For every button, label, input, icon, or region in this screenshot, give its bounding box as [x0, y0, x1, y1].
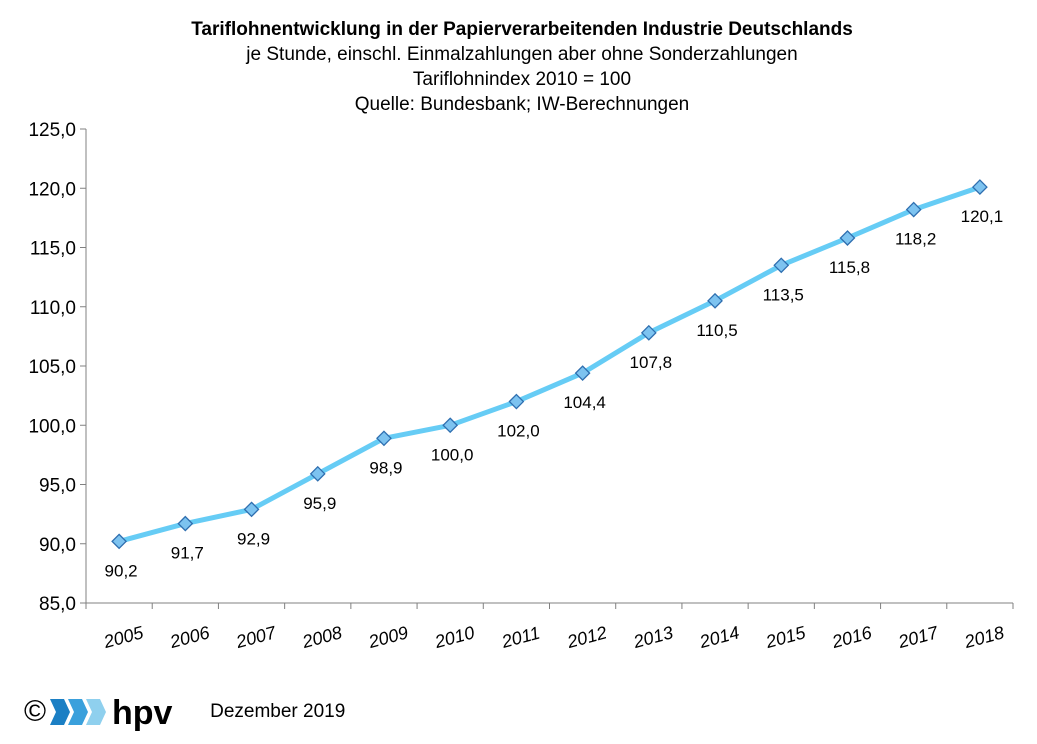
x-tick-label: 2013 [630, 622, 675, 652]
x-tick-label: 2008 [299, 622, 344, 652]
data-label-2014: 110,5 [696, 321, 737, 340]
data-labels: 90,2 91,7 92,9 95,9 98,9 100,0 102,0 104,4 107,8… [105, 207, 1004, 580]
y-tick-label: 90,0 [39, 535, 76, 556]
chart-subtitle-1: je Stunde, einschl. Einmalzahlungen aber… [245, 44, 797, 65]
data-point-2009 [376, 430, 392, 447]
data-point-2011 [508, 393, 525, 410]
data-label-2018: 120,1 [961, 207, 1004, 226]
data-label-2006: 91,7 [171, 544, 204, 563]
y-tick-label: 110,0 [30, 298, 76, 319]
data-point-2006 [177, 515, 194, 532]
series-line [111, 179, 988, 550]
data-point-2013 [640, 324, 657, 341]
y-tick-label: 115,0 [30, 239, 76, 260]
y-tick-label: 125,0 [28, 120, 76, 141]
x-tick-label: 2012 [564, 622, 609, 652]
series-path [116, 184, 983, 544]
data-label-2009: 98,9 [369, 458, 402, 477]
x-axis: 2005 2006 2007 2008 2009 2010 2011 2012 2013 2014… [85, 602, 1014, 653]
data-point-2008 [309, 465, 326, 482]
footer: © hpv Dezember 2019 [24, 690, 345, 734]
data-point-2005 [111, 533, 128, 550]
x-tick-label: 2017 [895, 622, 941, 652]
x-tick-label: 2016 [829, 622, 875, 652]
data-label-2012: 104,4 [563, 393, 606, 412]
chart-title: Tariflohnentwicklung in der Papierverarb… [191, 19, 853, 40]
data-label-2005: 90,2 [105, 561, 138, 580]
y-tick-label: 95,0 [39, 476, 76, 497]
footer-date: Dezember 2019 [210, 701, 346, 722]
x-tick-label: 2006 [167, 622, 213, 652]
x-tick-label: 2009 [366, 622, 411, 652]
data-point-2007 [243, 501, 260, 518]
x-tick-label: 2010 [432, 622, 477, 652]
x-tick-label: 2005 [101, 622, 147, 652]
y-tick-label: 120,0 [28, 179, 76, 200]
data-point-2018 [971, 179, 988, 195]
data-point-2012 [574, 365, 591, 382]
data-label-2011: 102,0 [497, 422, 540, 441]
data-point-2017 [905, 201, 922, 218]
chart-subtitle-3: Quelle: Bundesbank; IW-Berechnungen [355, 94, 689, 115]
data-label-2007: 92,9 [237, 529, 270, 548]
logo-chevrons-icon [50, 699, 107, 725]
data-label-2013: 107,8 [630, 353, 673, 372]
y-tick-label: 100,0 [28, 416, 76, 437]
data-point-2015 [773, 257, 790, 274]
y-tick-label: 85,0 [39, 594, 76, 615]
data-label-2016: 115,8 [829, 258, 870, 277]
logo-text: hpv [112, 694, 173, 731]
data-point-2016 [839, 230, 856, 246]
hpv-logo: hpv [50, 694, 173, 731]
x-tick-label: 2011 [499, 623, 543, 653]
copyright-symbol: © [24, 695, 47, 728]
data-label-2008: 95,9 [303, 494, 336, 513]
data-label-2017: 118,2 [895, 230, 936, 249]
data-point-2010 [442, 417, 459, 434]
x-tick-label: 2007 [233, 622, 279, 652]
x-tick-label: 2018 [961, 622, 1006, 652]
x-tick-label: 2014 [697, 622, 742, 652]
data-point-2014 [707, 292, 723, 309]
x-tick-label: 2015 [763, 622, 809, 652]
data-label-2010: 100,0 [431, 445, 474, 464]
y-tick-label: 105,0 [28, 357, 76, 378]
chart-subtitle-2: Tariflohnindex 2010 = 100 [413, 69, 631, 90]
y-axis: 85,0 90,0 95,0 100,0 105,0 110,0 115,0 120,0 125… [28, 120, 87, 615]
data-label-2015: 113,5 [763, 285, 804, 304]
